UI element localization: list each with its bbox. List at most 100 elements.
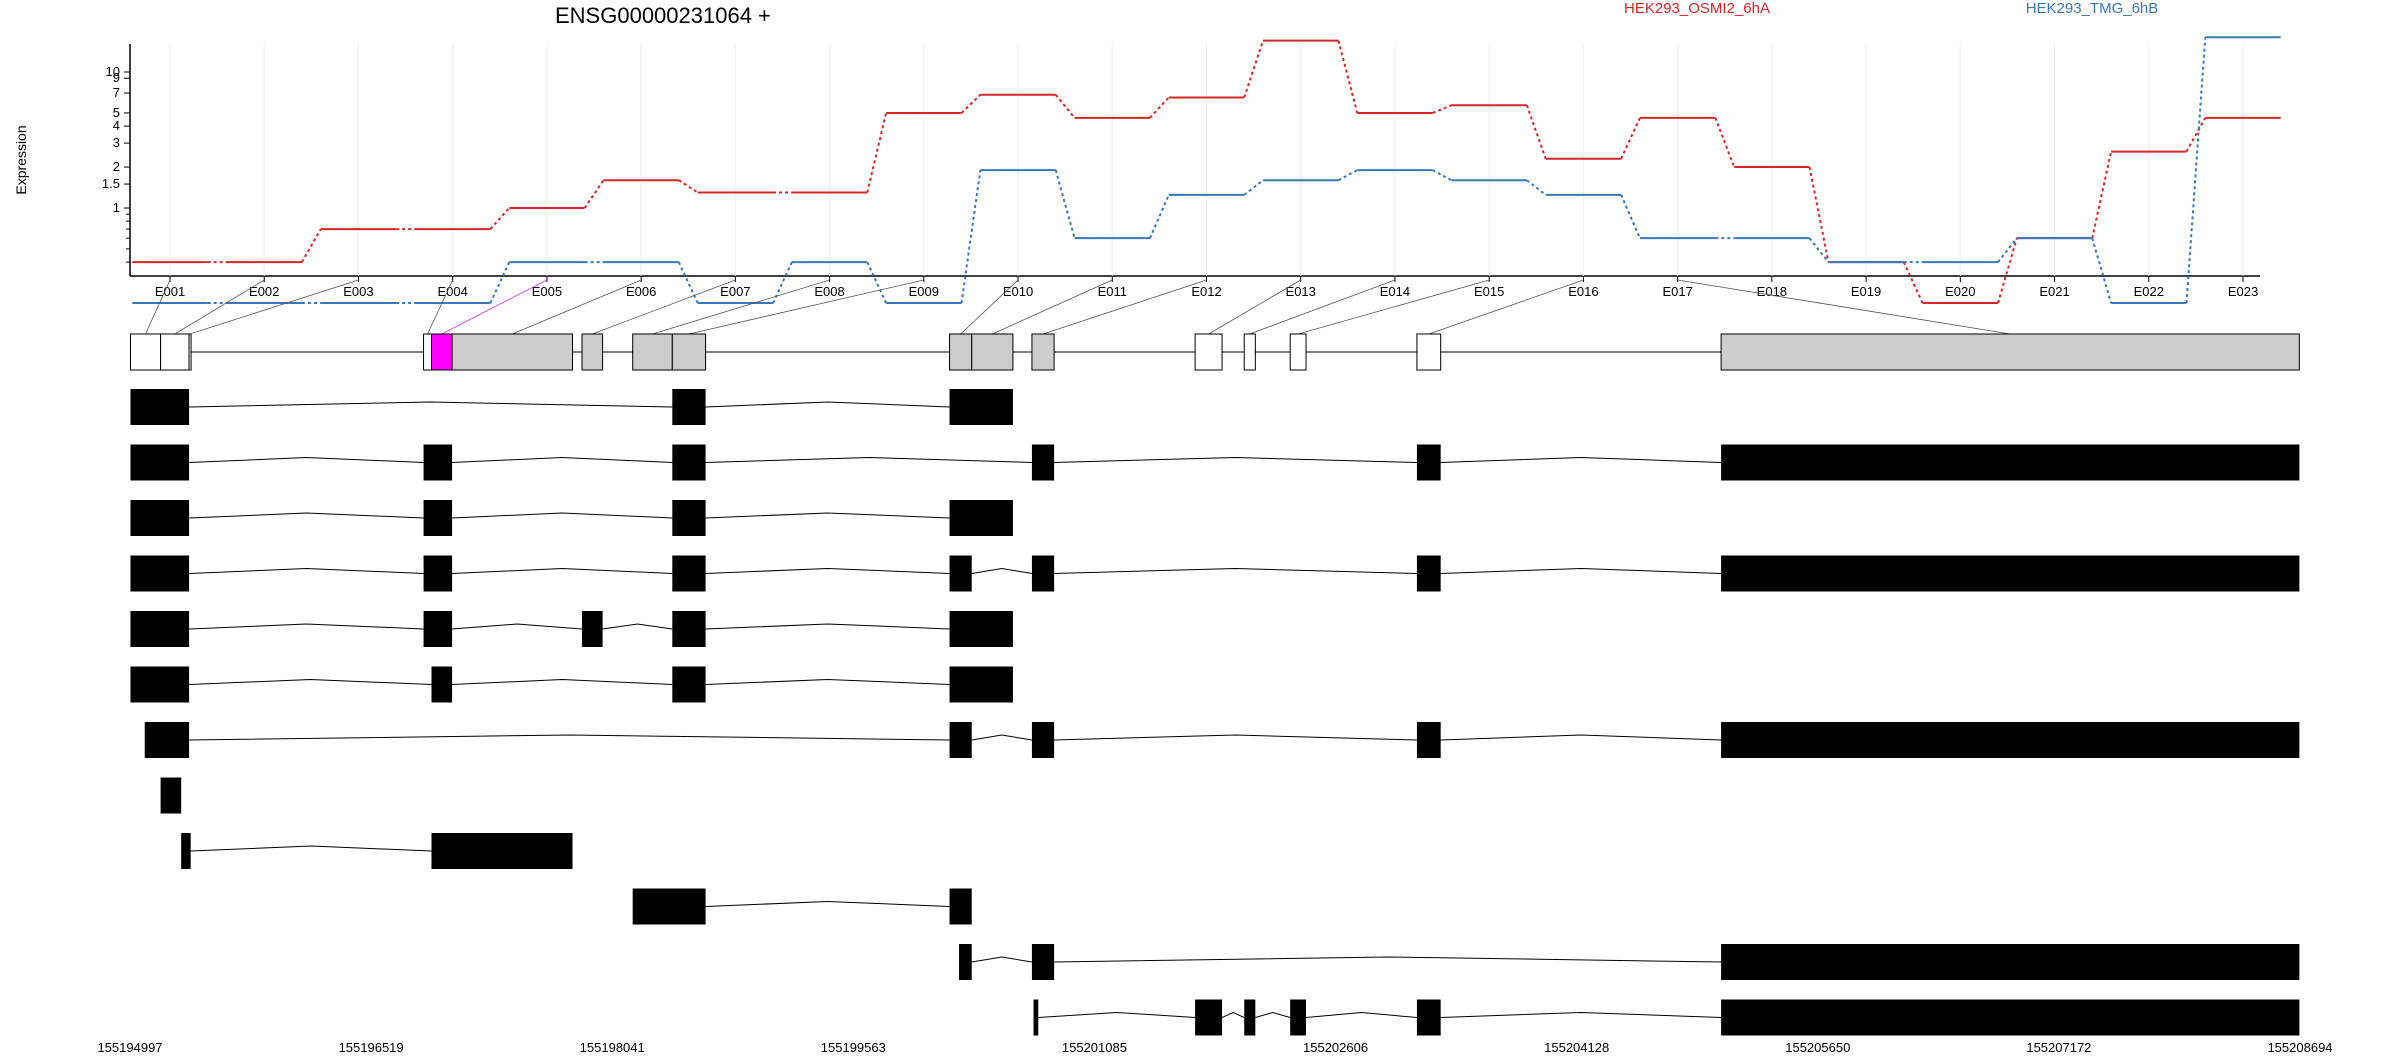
intron-line (1221, 1011, 1245, 1018)
intron-line (452, 678, 673, 685)
exon-map-line (512, 279, 642, 335)
intron-line (1255, 1011, 1291, 1018)
connector-segment (1808, 166, 1830, 263)
exon-block (144, 722, 190, 758)
intron-line (189, 734, 950, 741)
exon-block (130, 444, 190, 481)
exon-block (1244, 999, 1256, 1036)
gene-model-exon (949, 333, 973, 371)
genomic-tick-label: 155194997 (97, 1040, 162, 1055)
connector-segment (2091, 151, 2113, 239)
genomic-axis: 155194997 155196519 155198041 155199563 1552… (97, 1040, 2332, 1055)
connector-segment (1054, 169, 1076, 239)
connector-segment (1997, 237, 2018, 263)
connector-segment (1243, 179, 1264, 196)
exon-map-line (688, 279, 924, 335)
exon-block (130, 666, 190, 703)
intron-line (705, 567, 950, 574)
x-tick-label: E013 (1286, 284, 1316, 299)
exon-map-line (1249, 279, 1396, 335)
exon-block (181, 833, 191, 869)
intron-line (971, 956, 1033, 963)
intron-line (189, 512, 424, 519)
genomic-tick-label: 155196519 (339, 1040, 404, 1055)
gene-model-exon (160, 333, 190, 371)
exon-map-line (145, 279, 171, 335)
transcript-row (130, 500, 1013, 536)
gene-model-exon (1720, 333, 2300, 371)
intron-line (1054, 956, 1722, 963)
exon-block (1416, 444, 1441, 481)
y-tick-label: 1.5 (102, 176, 120, 191)
connector-segment (960, 169, 982, 304)
exon-block (672, 389, 706, 425)
gene-model-exon (1194, 333, 1223, 371)
gene-model-exon (1416, 333, 1442, 371)
exon-block (1721, 444, 2300, 481)
intron-line (189, 678, 432, 685)
x-tick-label: E019 (1851, 284, 1881, 299)
exon-block (1416, 722, 1441, 758)
legend-series-tmg: HEK293_TMG_6hB (2026, 0, 2159, 17)
y-tick-label: 4 (113, 118, 120, 133)
intron-line (971, 734, 1033, 741)
connector-segment (2185, 37, 2207, 304)
x-tick-label: E016 (1568, 284, 1598, 299)
transcript-row (130, 555, 2300, 592)
exon-map-line (592, 279, 736, 335)
connector-segment (1149, 96, 1170, 119)
intron-line (1038, 1011, 1196, 1018)
intron-line (705, 678, 950, 685)
x-tick-label: E018 (1757, 284, 1787, 299)
transcript-row (160, 777, 182, 814)
exon-block (949, 500, 1013, 536)
y-tick-label: 10 (106, 64, 120, 79)
connector-segment (1054, 94, 1076, 119)
exon-map-line (1677, 279, 2011, 335)
genomic-tick-label: 155202606 (1303, 1040, 1368, 1055)
connector-segment (1808, 237, 1830, 263)
connector-segment (1902, 261, 1924, 304)
y-tick-label: 3 (113, 135, 120, 150)
x-tick-label: E022 (2134, 284, 2164, 299)
transcript-row (1033, 999, 2300, 1036)
exon-block (1031, 722, 1055, 758)
exon-block (130, 389, 190, 425)
gene-model-exon (971, 333, 1014, 371)
x-tick-label: E015 (1474, 284, 1504, 299)
exon-block (160, 777, 182, 814)
x-tick-label: E003 (343, 284, 373, 299)
gene-model-exon (632, 333, 673, 371)
intron-line (705, 401, 950, 408)
connector-segment (1714, 117, 1736, 168)
x-tick-label: E017 (1662, 284, 1692, 299)
exon-block (423, 611, 453, 647)
connector-segment (2091, 237, 2113, 304)
exon-block (632, 888, 706, 925)
intron-line (705, 512, 950, 519)
gene-model-exon (451, 333, 573, 371)
intron-line (971, 567, 1033, 574)
exon-map-line (1428, 279, 1584, 335)
connector-segment (772, 261, 793, 304)
gene-model-exon (671, 333, 707, 371)
exon-block (959, 944, 972, 980)
connector-segment (1620, 194, 1641, 239)
genomic-tick-label: 155199563 (821, 1040, 886, 1055)
intron-line (452, 512, 673, 519)
genomic-tick-label: 155198041 (580, 1040, 645, 1055)
intron-line (1054, 567, 1417, 574)
exon-block (1416, 555, 1441, 592)
exon-block (1721, 722, 2300, 758)
exon-block (672, 611, 706, 647)
y-tick-label: 5 (113, 105, 120, 120)
intron-line (189, 567, 424, 574)
gene-model-exon (423, 333, 432, 371)
transcript-row (144, 722, 2300, 758)
exon-map-line (189, 279, 359, 335)
exon-block (1031, 944, 1055, 980)
transcript-tracks (130, 389, 2300, 1036)
intron-line (1440, 1011, 1722, 1018)
transcript-row (959, 944, 2300, 980)
